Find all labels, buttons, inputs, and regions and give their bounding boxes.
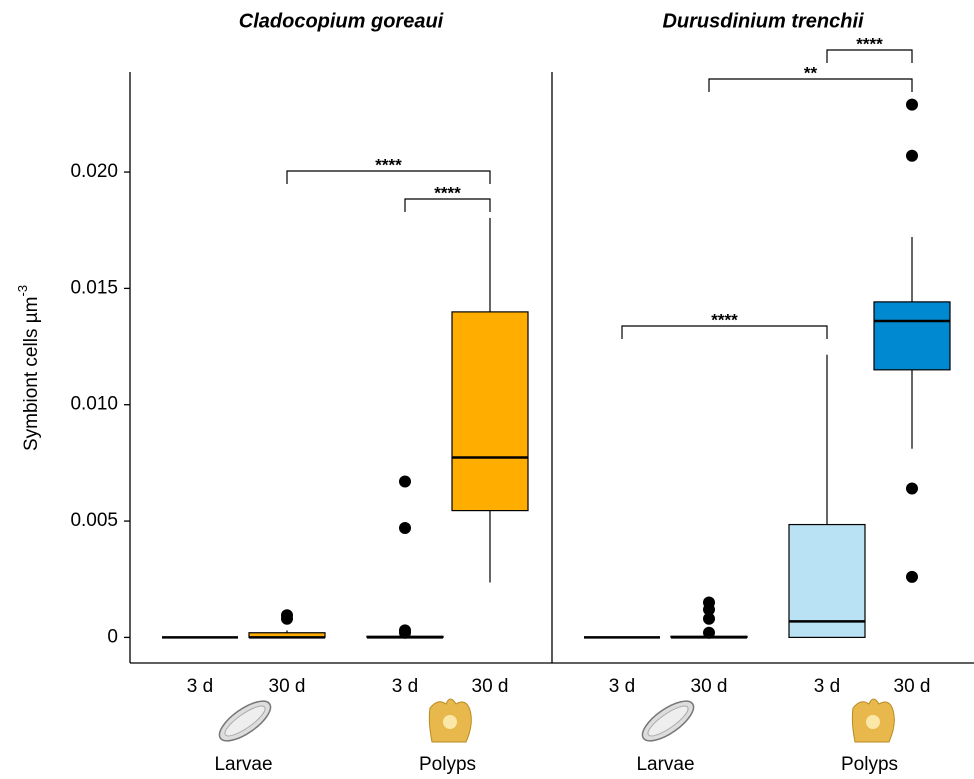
outlier xyxy=(399,522,411,534)
group-label: Polyps xyxy=(841,754,898,775)
polyp-icon xyxy=(429,699,471,742)
outlier xyxy=(399,627,411,639)
panel-title: Durusdinium trenchii xyxy=(662,10,864,32)
significance-label: **** xyxy=(375,155,402,174)
y-label-sup: -3 xyxy=(15,285,30,297)
larva-icon xyxy=(637,694,700,748)
larva-icon xyxy=(214,694,277,748)
x-tick-label: 3 d xyxy=(609,676,635,697)
x-tick-label: 30 d xyxy=(472,676,509,697)
significance-label: **** xyxy=(711,310,738,329)
significance-label: **** xyxy=(856,34,883,53)
group-label: Larvae xyxy=(214,754,272,775)
x-tick-label: 3 d xyxy=(187,676,213,697)
outlier xyxy=(906,482,918,494)
outlier xyxy=(703,627,715,639)
y-label-text: Symbiont cells µm xyxy=(21,297,42,452)
polyp-icon xyxy=(852,699,894,742)
y-axis-label: Symbiont cells µm-3 xyxy=(15,285,42,451)
significance-label: **** xyxy=(434,183,461,202)
outlier xyxy=(703,613,715,625)
x-tick-label: 30 d xyxy=(269,676,306,697)
x-tick-label: 30 d xyxy=(691,676,728,697)
outlier xyxy=(906,571,918,583)
x-tick-label: 3 d xyxy=(392,676,418,697)
group-label: Polyps xyxy=(419,754,476,775)
group-label: Larvae xyxy=(636,754,694,775)
y-tick-label: 0.010 xyxy=(70,394,118,415)
y-tick-label: 0.015 xyxy=(70,277,118,298)
y-tick-label: 0.005 xyxy=(70,510,118,531)
chart: Symbiont cells µm-3 Cladocopium goreaui 0… xyxy=(0,0,974,779)
x-tick-label: 30 d xyxy=(894,676,931,697)
y-tick-label: 0.020 xyxy=(70,161,118,182)
x-tick-label: 3 d xyxy=(814,676,840,697)
outlier xyxy=(906,150,918,162)
box xyxy=(452,312,528,511)
outlier xyxy=(281,613,293,625)
box xyxy=(874,302,950,370)
outlier xyxy=(906,99,918,111)
outlier xyxy=(399,476,411,488)
y-tick-label: 0 xyxy=(107,626,118,647)
panel-title: Cladocopium goreaui xyxy=(239,10,444,32)
icons xyxy=(214,694,895,748)
significance-label: ** xyxy=(804,63,818,82)
